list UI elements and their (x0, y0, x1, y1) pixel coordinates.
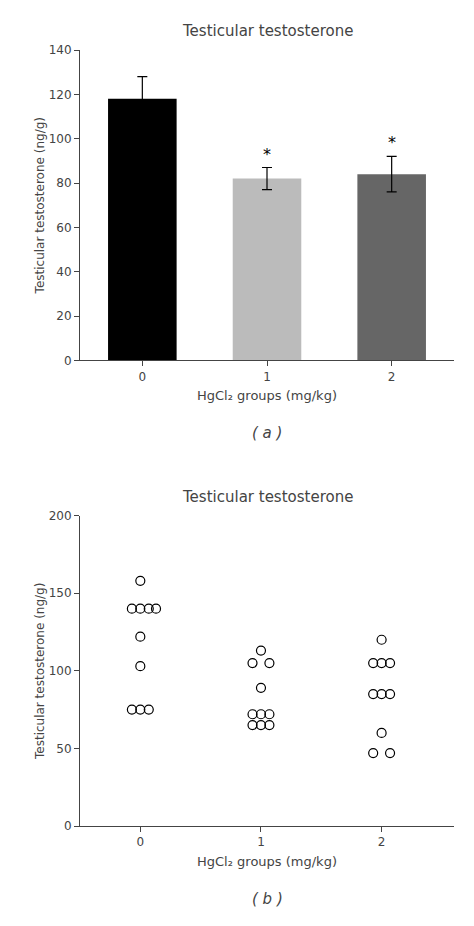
svg-text:*: * (388, 133, 396, 152)
svg-text:*: * (263, 145, 271, 164)
svg-text:2: 2 (378, 835, 386, 849)
svg-text:80: 80 (56, 176, 71, 190)
svg-text:100: 100 (49, 132, 72, 146)
svg-text:40: 40 (56, 265, 71, 279)
svg-text:0: 0 (64, 819, 72, 833)
svg-text:( b ): ( b ) (252, 890, 283, 908)
svg-text:Testicular testosterone (ng/g): Testicular testosterone (ng/g) (33, 117, 47, 294)
svg-text:( a ): ( a ) (252, 424, 282, 442)
svg-text:HgCl₂ groups (mg/kg): HgCl₂ groups (mg/kg) (197, 854, 337, 869)
svg-text:Testicular testosterone (ng/g): Testicular testosterone (ng/g) (33, 583, 47, 760)
svg-text:1: 1 (263, 370, 271, 384)
svg-text:140: 140 (49, 43, 72, 57)
svg-text:0: 0 (136, 835, 144, 849)
svg-text:1: 1 (257, 835, 265, 849)
svg-text:2: 2 (388, 370, 396, 384)
svg-text:0: 0 (139, 370, 147, 384)
svg-text:60: 60 (56, 221, 71, 235)
svg-text:100: 100 (49, 664, 72, 678)
svg-text:150: 150 (49, 586, 72, 600)
svg-text:Testicular testosterone: Testicular testosterone (182, 22, 353, 40)
svg-text:HgCl₂ groups (mg/kg): HgCl₂ groups (mg/kg) (197, 388, 337, 403)
svg-text:50: 50 (56, 742, 71, 756)
svg-text:120: 120 (49, 88, 72, 102)
svg-text:Testicular testosterone: Testicular testosterone (182, 488, 353, 506)
svg-text:200: 200 (49, 509, 72, 523)
svg-text:0: 0 (64, 354, 72, 368)
svg-text:20: 20 (56, 309, 71, 323)
